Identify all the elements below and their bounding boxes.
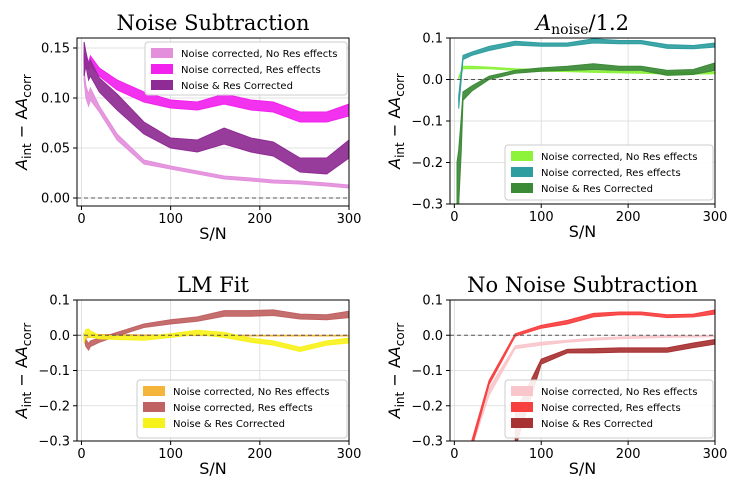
y-tick-label: 0.1 — [422, 294, 443, 309]
x-tick-label: 100 — [158, 447, 183, 462]
y-tick-label: 0.1 — [422, 32, 443, 47]
legend-frame — [144, 41, 348, 96]
x-tick-label: 200 — [616, 447, 641, 462]
legend-swatch-3 — [143, 418, 165, 428]
series-band-1 — [471, 334, 715, 441]
legend-swatch-2 — [151, 64, 173, 74]
legend: Noise corrected, No Res effects Noise cor… — [144, 41, 348, 96]
legend: Noise corrected, No Res effects Noise cor… — [504, 379, 714, 439]
panel-2: 0 100 200 300 −0.3 −0.2 −0.1 0.0 0.1 Anoise/1.2 S/… — [385, 11, 727, 241]
legend-label-1: Noise corrected, No Res effects — [173, 387, 329, 398]
x-tick-label: 0 — [450, 447, 458, 462]
panel-title: Noise Subtraction — [116, 11, 309, 35]
y-tick-label: 0.10 — [41, 92, 70, 107]
x-axis-label: S/N — [199, 224, 227, 243]
series-band-3 — [514, 338, 715, 441]
y-tick-label: 0.15 — [41, 42, 70, 57]
y-tick-label: −0.2 — [411, 399, 443, 414]
series-band-3 — [456, 62, 715, 204]
legend-label-3: Noise & Res Corrected — [541, 419, 653, 430]
series-band-2 — [458, 38, 715, 109]
series-group — [83, 41, 349, 189]
panel-4: 0 100 200 300 −0.3 −0.2 −0.1 0.0 0.1 No Noise Sub… — [385, 273, 727, 478]
x-tick-label: 100 — [529, 210, 554, 225]
x-tick-label: 200 — [247, 212, 272, 227]
y-tick-label: −0.3 — [411, 198, 443, 213]
legend-swatch-2 — [143, 402, 165, 412]
panel-3: 0 100 200 300 −0.3 −0.2 −0.1 0.0 0.1 LM Fit S/N Ain… — [12, 273, 361, 478]
series-band-2 — [471, 309, 715, 441]
x-axis-label: S/N — [569, 222, 597, 241]
legend-frame — [136, 379, 348, 439]
y-tick-label: 0.00 — [41, 192, 70, 207]
legend-swatch-2 — [511, 167, 533, 177]
y-tick-label: −0.1 — [411, 115, 443, 130]
y-axis-label: Aint − AAcorr — [385, 323, 407, 420]
legend-label-2: Noise corrected, Res effects — [541, 403, 681, 414]
legend-swatch-3 — [151, 80, 173, 90]
series-band-3 — [83, 328, 349, 353]
legend-frame — [504, 144, 714, 201]
y-axis-label: Aint − AAcorr — [12, 323, 34, 420]
legend-frame — [504, 379, 714, 439]
y-tick-label: −0.1 — [411, 364, 443, 379]
x-tick-label: 300 — [703, 447, 728, 462]
legend-label-1: Noise corrected, No Res effects — [541, 387, 697, 398]
panel-1: 0 100 200 300 0.00 0.05 0.10 0.15 Noise Subtract… — [12, 11, 361, 243]
y-tick-label: 0.1 — [49, 294, 70, 309]
legend-label-1: Noise corrected, No Res effects — [181, 49, 337, 60]
x-tick-label: 0 — [450, 210, 458, 225]
y-tick-label: 0.05 — [41, 142, 70, 157]
x-tick-label: 200 — [247, 447, 272, 462]
y-tick-label: −0.2 — [38, 399, 70, 414]
legend-label-1: Noise corrected, No Res effects — [541, 152, 697, 163]
y-tick-label: −0.2 — [411, 156, 443, 171]
legend-swatch-1 — [151, 48, 173, 58]
x-axis-label: S/N — [569, 459, 597, 478]
x-tick-label: 300 — [703, 210, 728, 225]
legend-label-3: Noise & Res Corrected — [541, 184, 653, 195]
legend-swatch-1 — [511, 386, 533, 396]
x-tick-label: 200 — [616, 210, 641, 225]
y-tick-label: 0.0 — [49, 329, 70, 344]
legend-label-2: Noise corrected, Res effects — [173, 403, 313, 414]
panel-title: LM Fit — [177, 273, 249, 297]
x-tick-label: 100 — [529, 447, 554, 462]
panel-title: No Noise Subtraction — [467, 273, 698, 297]
panel-title: Anoise/1.2 — [534, 11, 629, 38]
series-group — [456, 38, 715, 204]
y-tick-label: −0.3 — [411, 435, 443, 450]
legend: Noise corrected, No Res effects Noise cor… — [136, 379, 348, 439]
x-tick-label: 300 — [337, 212, 362, 227]
y-tick-label: −0.1 — [38, 364, 70, 379]
legend-swatch-2 — [511, 402, 533, 412]
y-tick-label: 0.0 — [422, 73, 443, 88]
axes-frame — [76, 37, 350, 207]
y-tick-label: 0.0 — [422, 329, 443, 344]
y-axis-label: Aint − AAcorr — [385, 73, 407, 170]
series-band-3 — [83, 41, 349, 175]
y-axis-label: Aint − AAcorr — [12, 74, 34, 171]
x-tick-label: 100 — [158, 212, 183, 227]
legend-swatch-1 — [143, 386, 165, 396]
series-band-2 — [83, 51, 349, 123]
series-band-1 — [83, 69, 349, 189]
legend-label-3: Noise & Res Corrected — [173, 419, 285, 430]
series-band-2 — [83, 309, 349, 352]
legend-swatch-3 — [511, 183, 533, 193]
legend-label-3: Noise & Res Corrected — [181, 81, 293, 92]
legend: Noise corrected, No Res effects Noise cor… — [504, 144, 714, 201]
x-tick-label: 0 — [77, 447, 85, 462]
y-tick-label: −0.3 — [38, 435, 70, 450]
series-group — [83, 309, 349, 353]
legend-label-2: Noise corrected, Res effects — [541, 168, 681, 179]
x-tick-label: 300 — [337, 447, 362, 462]
x-axis-label: S/N — [199, 459, 227, 478]
legend-swatch-3 — [511, 418, 533, 428]
x-tick-label: 0 — [77, 212, 85, 227]
legend-label-2: Noise corrected, Res effects — [181, 65, 321, 76]
series-group — [471, 309, 715, 441]
legend-swatch-1 — [511, 151, 533, 161]
